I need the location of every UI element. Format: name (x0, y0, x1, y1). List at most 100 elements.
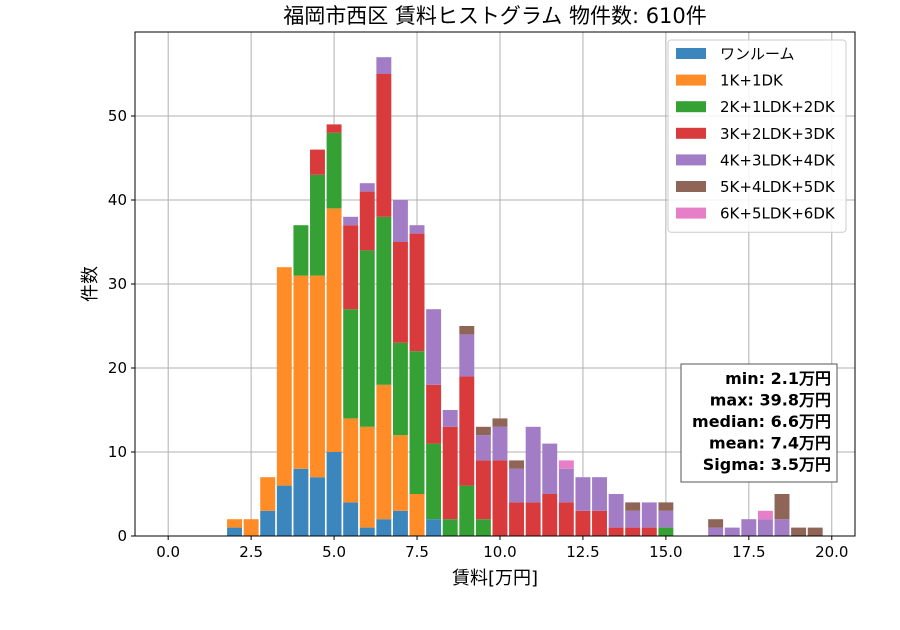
bar-segment (426, 309, 442, 385)
legend-label: 4K+3LDK+4DK (720, 151, 836, 169)
bar-segment (409, 233, 425, 352)
legend-label: ワンルーム (720, 45, 795, 63)
bar-segment (807, 527, 823, 536)
legend-label: 5K+4LDK+5DK (720, 178, 836, 196)
stats-line: mean: 7.4万円 (709, 434, 831, 453)
bar-segment (260, 510, 276, 536)
bar-segment (475, 460, 491, 520)
y-tick-labels: 0 10 20 30 40 50 (108, 107, 135, 545)
bar-segment (392, 242, 408, 343)
x-tick-label: 7.5 (405, 543, 429, 561)
legend-swatch (676, 74, 706, 86)
bar-segment (625, 527, 641, 536)
bar-segment (442, 519, 458, 536)
y-tick-label: 0 (117, 527, 127, 545)
bar-segment (326, 132, 342, 209)
bar-segment (558, 468, 574, 503)
y-tick-label: 40 (108, 191, 127, 209)
bar-segment (359, 191, 375, 251)
bar-segment (376, 384, 392, 520)
bar-segment (492, 426, 508, 461)
legend-swatch (676, 154, 706, 166)
bar-segment (409, 225, 425, 234)
bar-segment (426, 384, 442, 444)
bar-segment (343, 418, 359, 503)
bar-segment (658, 510, 674, 528)
x-tick-label: 0.0 (156, 543, 180, 561)
x-tick-label: 15.0 (649, 543, 682, 561)
x-tick-label: 17.5 (732, 543, 765, 561)
bar-segment (525, 426, 541, 503)
bar-segment (525, 502, 541, 536)
legend-swatch (676, 127, 706, 139)
stats-frame (680, 363, 838, 483)
bar-segment (326, 452, 342, 536)
bar-segment (392, 510, 408, 536)
x-tick-label: 10.0 (483, 543, 516, 561)
bar-segment (376, 57, 392, 74)
bar-segment (293, 225, 309, 276)
bar-segment (492, 418, 508, 427)
stats-line: max: 39.8万円 (710, 391, 831, 410)
bar-segment (310, 275, 325, 478)
bar-segment (757, 519, 773, 536)
legend-box (667, 39, 847, 233)
bar-segment (376, 519, 392, 536)
bar-segment (326, 124, 342, 133)
legend-label: 1K+1DK (720, 72, 784, 90)
stats-line: min: 2.1万円 (725, 369, 831, 388)
bar-segment (575, 510, 591, 536)
bar-segment (475, 426, 491, 436)
bar-segment (558, 460, 574, 469)
bar-segment (459, 376, 475, 486)
bar-stack-group (227, 57, 823, 536)
bar-segment (757, 510, 773, 520)
x-tick-label: 5.0 (322, 543, 346, 561)
bar-segment (708, 527, 724, 536)
bar-segment (542, 494, 558, 536)
bar-segment (376, 74, 392, 217)
bar-segment (592, 510, 607, 536)
bar-segment (276, 267, 292, 486)
bar-segment (310, 149, 325, 175)
bar-segment (276, 485, 292, 536)
bar-segment (359, 426, 375, 528)
bar-segment (641, 527, 657, 536)
bar-segment (392, 435, 408, 511)
bar-segment (558, 502, 574, 536)
x-axis-label: 賃料[万円] (452, 568, 538, 589)
bar-segment (492, 460, 508, 536)
bar-segment (310, 174, 325, 276)
bar-segment (392, 342, 408, 436)
bar-segment (608, 494, 624, 528)
bar-segment (509, 502, 525, 536)
bar-segment (459, 326, 475, 335)
legend-swatch (676, 181, 706, 192)
legend-label: 6K+5LDK+6DK (720, 205, 836, 223)
bar-segment (293, 468, 309, 536)
bar-segment (376, 216, 392, 385)
y-axis-label: 件数 (80, 266, 101, 302)
x-tick-label: 20.0 (815, 543, 848, 561)
legend: ワンルーム 1K+1DK 2K+1LDK+2DK 3K+2LDK+3DK 4K+3LDK… (667, 39, 847, 233)
bar-segment (326, 208, 342, 452)
bar-segment (741, 519, 757, 536)
legend-label: 3K+2LDK+3DK (720, 125, 836, 143)
bar-segment (243, 519, 259, 536)
bar-segment (310, 477, 325, 536)
bar-segment (509, 460, 525, 469)
bar-segment (625, 502, 641, 511)
bar-segment (658, 502, 674, 511)
chart-title: 福岡市西区 賃料ヒストグラム 物件数: 610件 (283, 4, 707, 28)
bar-segment (343, 216, 359, 226)
bar-segment (608, 527, 624, 536)
bar-segment (392, 200, 408, 242)
bar-segment (724, 527, 740, 536)
bar-segment (708, 519, 724, 528)
bar-segment (343, 502, 359, 536)
bar-segment (343, 225, 359, 310)
bar-segment (343, 309, 359, 419)
bar-segment (227, 519, 243, 528)
bar-segment (359, 250, 375, 427)
